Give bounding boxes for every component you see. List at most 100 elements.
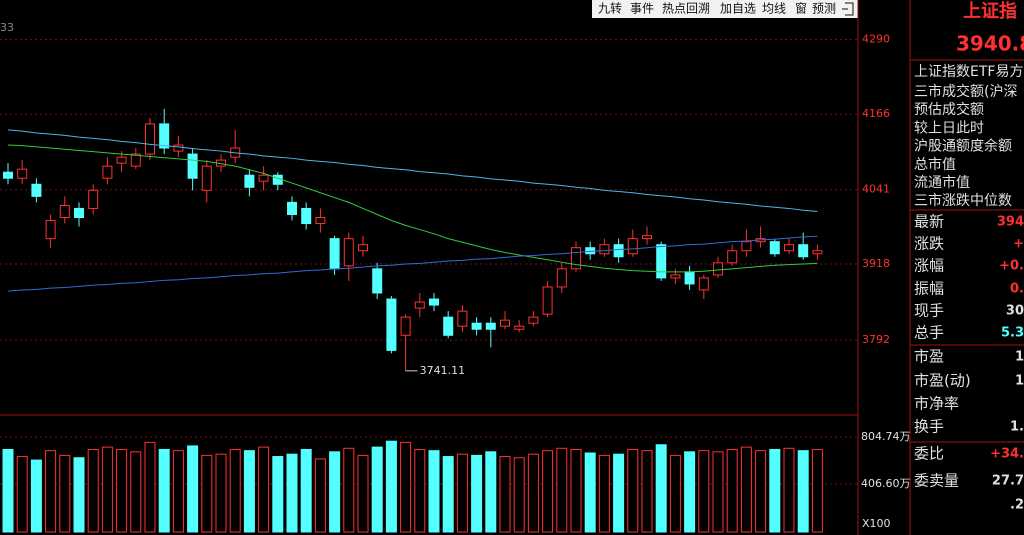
y-tick-label: 804.74万 [861, 430, 911, 443]
candle-body [102, 165, 113, 179]
row-label: 换手 [914, 418, 944, 436]
row-label: 振幅 [914, 280, 944, 298]
candle-body [656, 244, 667, 279]
volume-bar [286, 453, 298, 533]
volume-bar [201, 454, 213, 533]
candle-body [31, 183, 42, 197]
toolbar-button[interactable]: 窗 [795, 2, 807, 16]
candle-body [173, 144, 184, 152]
info-label: 三市成交额(沪深 [914, 83, 1017, 100]
y-tick-label: 3918 [862, 257, 890, 270]
volume-bar [669, 454, 681, 533]
quote-name: 上证指 [963, 0, 1017, 22]
candle-body [59, 204, 70, 218]
row-value: 1. [1010, 420, 1024, 435]
candle-body [784, 244, 794, 252]
volume-bar [101, 446, 113, 533]
volume-bar [527, 453, 539, 533]
quote-etf: 上证指数ETF易方 [914, 64, 1023, 80]
row-value: 1 [1015, 350, 1024, 365]
row-label: 市盈(动) [914, 372, 971, 390]
volume-bar [428, 450, 440, 533]
row-label: 涨幅 [914, 257, 944, 275]
volume-bar [698, 450, 710, 533]
volume-bar [229, 448, 241, 533]
volume-bar [641, 450, 653, 533]
volume-bar [16, 456, 28, 533]
row-value: +0. [999, 259, 1024, 274]
volume-bar [485, 451, 497, 533]
row-value: +34. [990, 447, 1024, 462]
row-value: 30 [1006, 304, 1024, 319]
row-value: .2 [1010, 498, 1024, 513]
candle-body [258, 174, 269, 182]
candle-body [514, 325, 525, 330]
ma-line [7, 235, 818, 292]
volume-bar [471, 454, 483, 533]
candle-body [556, 268, 567, 288]
candle-body [528, 316, 539, 324]
candle-body [599, 244, 610, 255]
low-label: 3741.11 [420, 364, 466, 377]
candle-body [812, 250, 823, 255]
volume-bar [329, 451, 341, 533]
candle-body [45, 220, 56, 240]
volume-bar [712, 451, 724, 533]
candle-body [627, 238, 638, 255]
y-tick-label: 406.60万 [861, 477, 911, 490]
candle-body [500, 319, 510, 327]
candle-body [769, 241, 780, 255]
volume-bar [783, 447, 795, 533]
candle-body [429, 298, 439, 306]
volume-bar [158, 448, 170, 533]
volume-bar [116, 448, 128, 533]
row-value: 394 [997, 215, 1024, 230]
volume-bar [371, 446, 383, 533]
volume-bar [797, 450, 809, 533]
toolbar-button[interactable]: 九转 [598, 1, 622, 16]
volume-bar [570, 448, 582, 533]
toolbar-button[interactable]: 热点回溯 [662, 1, 710, 16]
row-value: 0. [1010, 282, 1024, 297]
exit-icon [842, 2, 854, 16]
candle-body [3, 171, 13, 179]
volume-bar [258, 446, 270, 533]
candle-body [301, 207, 312, 225]
candle-body [414, 301, 425, 309]
volume-bar [343, 447, 355, 533]
volume-bar [542, 450, 554, 533]
y-tick-label: 4290 [862, 32, 890, 45]
candle-body [116, 156, 127, 164]
volume-bar [684, 451, 696, 533]
toolbar-button[interactable]: 预测 [812, 2, 836, 16]
candle-body [358, 244, 368, 252]
volume-bar [59, 454, 71, 533]
info-label: 较上日此时 [914, 120, 984, 136]
row-label: 总手 [914, 324, 944, 342]
info-label: 总市值 [914, 156, 956, 173]
candle-body [798, 244, 809, 258]
volume-bar [73, 457, 85, 533]
toolbar-button[interactable]: 加自选 [720, 2, 756, 16]
volume-bar [456, 453, 468, 533]
candle-body [201, 165, 212, 191]
toolbar-button[interactable]: 事件 [630, 2, 654, 16]
volume-bar [613, 453, 625, 533]
volume-bar [499, 456, 511, 533]
y-tick-label: 3792 [862, 333, 890, 346]
volume-bar [400, 441, 412, 533]
volume-bar [172, 450, 184, 533]
candle-body [443, 316, 454, 336]
candle-body [713, 262, 723, 276]
volume-bar [30, 459, 42, 533]
candle-body [684, 271, 695, 285]
toolbar-button[interactable]: 均线 [762, 2, 786, 16]
candle-body [741, 241, 752, 252]
volume-bar [726, 448, 738, 533]
candle-body [130, 153, 141, 167]
candle-body [287, 201, 297, 215]
y-tick-label: 4041 [862, 183, 890, 196]
candle-body [372, 268, 383, 294]
